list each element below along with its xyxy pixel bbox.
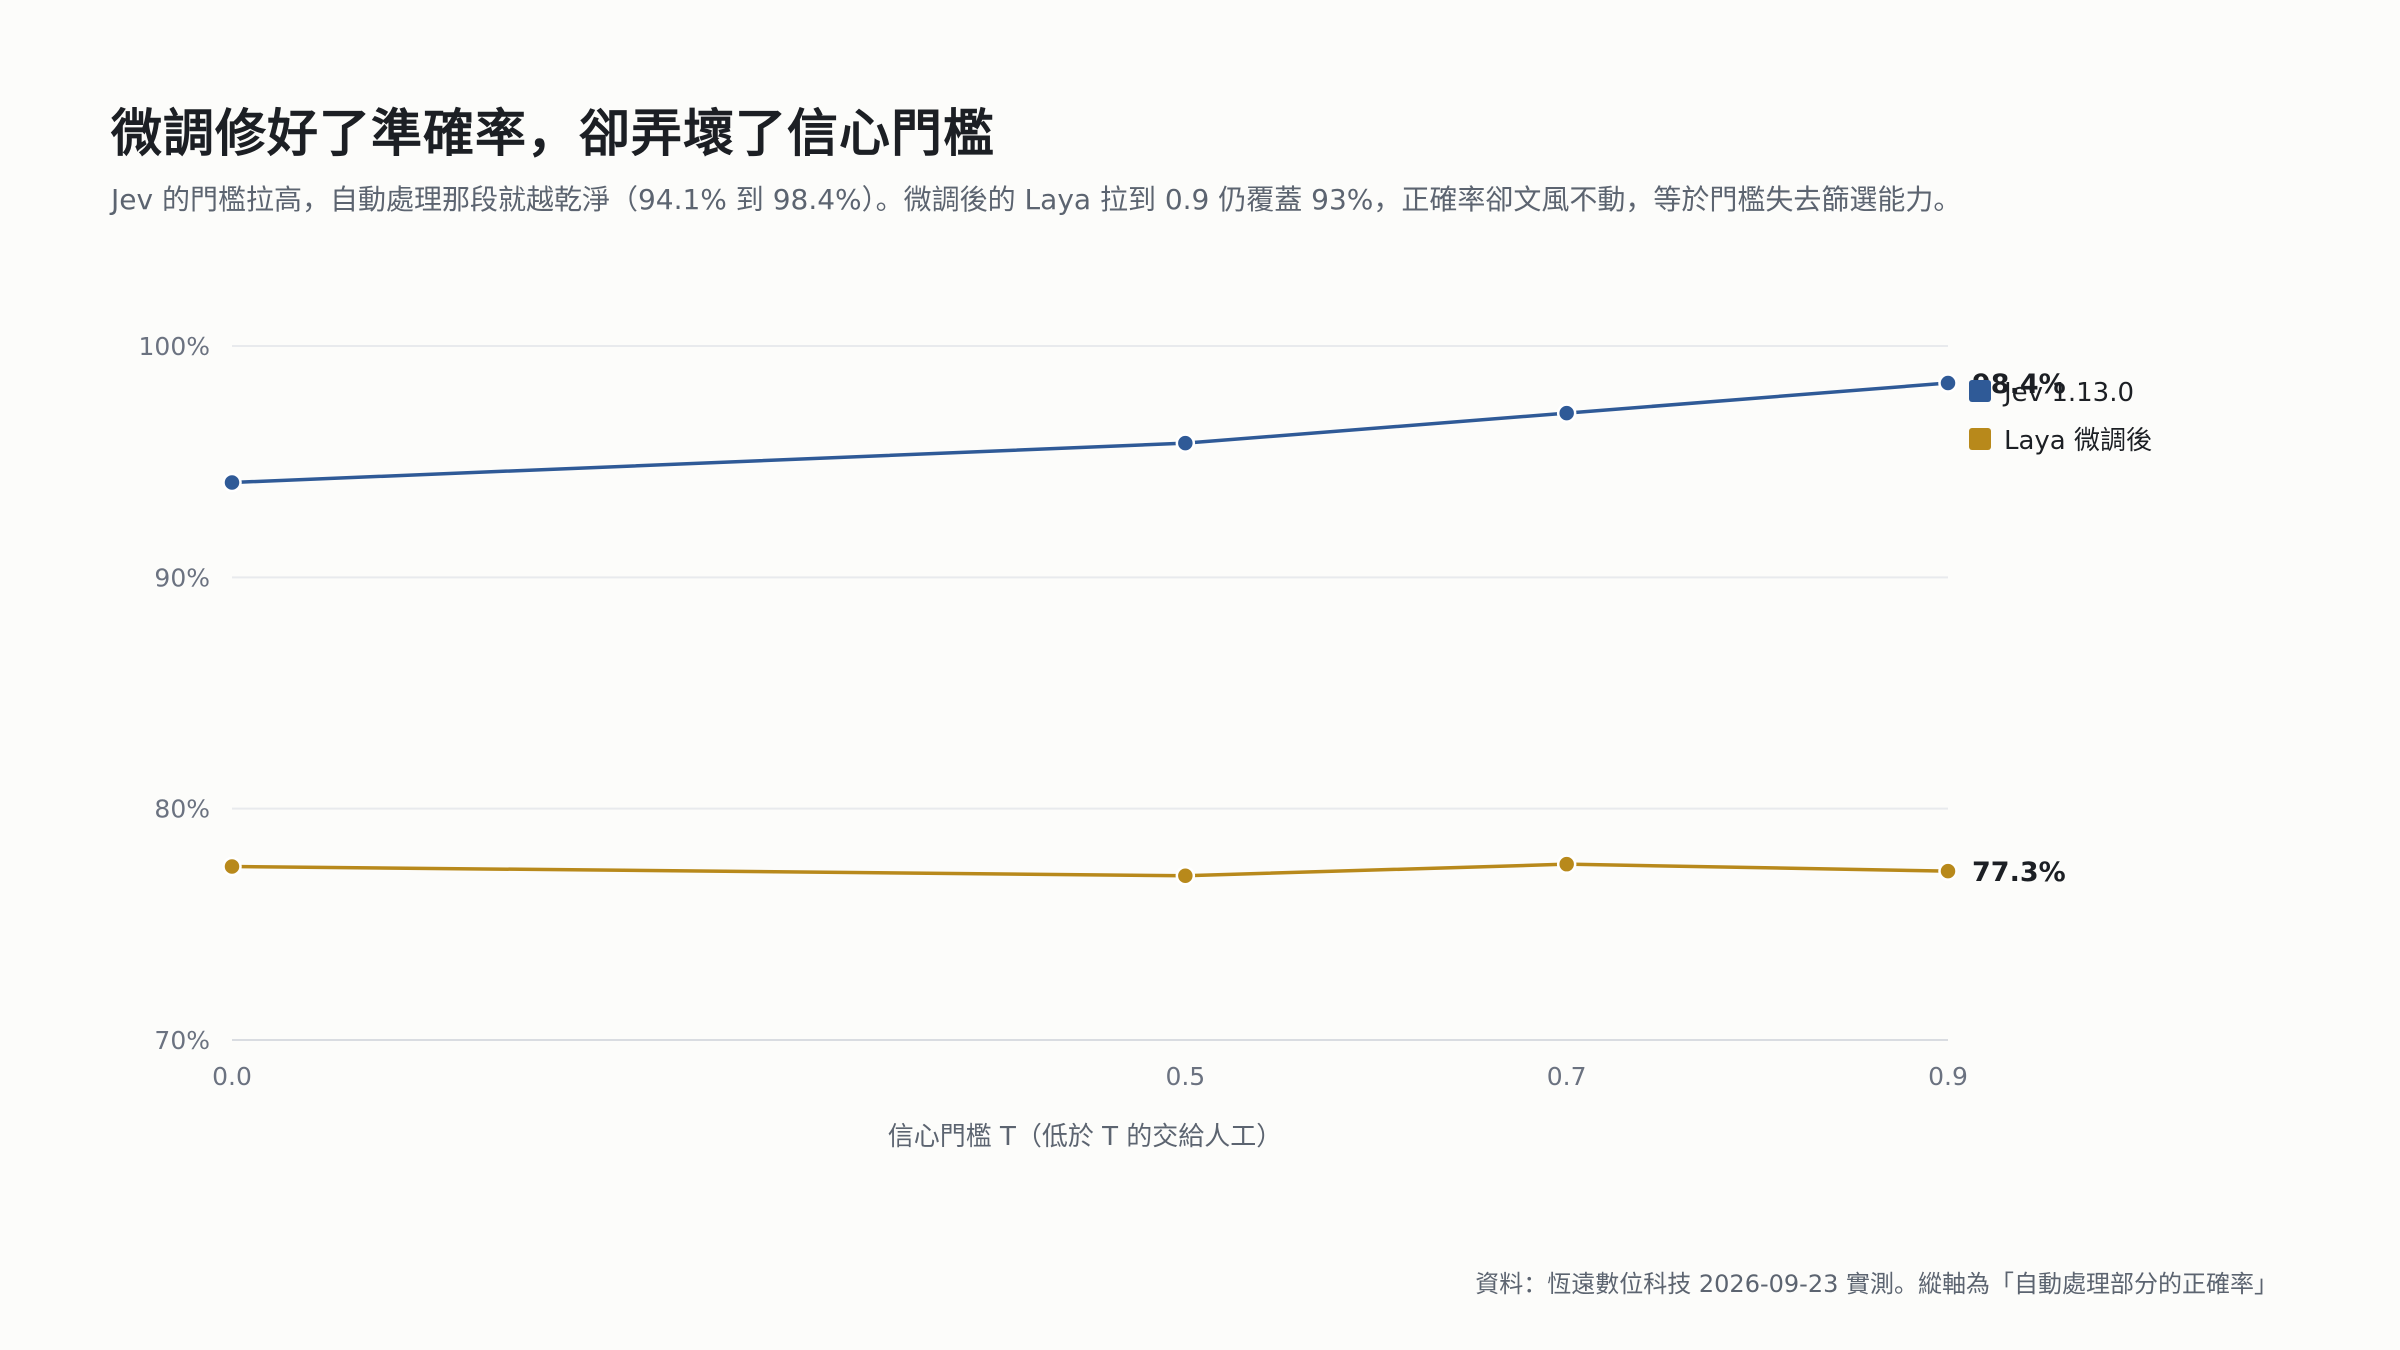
legend-swatch: [1969, 380, 1991, 402]
legend-label: Laya 微調後: [2004, 426, 2152, 456]
data-point: [1938, 861, 1958, 881]
legend: Jev 1.13.0 Laya 微調後: [1969, 378, 2152, 456]
data-point: [1175, 433, 1196, 453]
chart-subtitle: Jev 的門檻拉高，自動處理那段就越乾淨（94.1% 到 98.4%）。微調後的…: [111, 183, 1962, 216]
x-axis-ticks: 0.0 0.5 0.7 0.9: [212, 1062, 1968, 1091]
series-lines: 98.4%77.3%: [222, 369, 2066, 888]
y-tick-label: 80%: [154, 795, 210, 824]
data-point: [222, 472, 242, 493]
y-tick-label: 90%: [154, 563, 210, 592]
y-tick-label: 70%: [154, 1026, 210, 1055]
series-line-2: [230, 862, 1950, 878]
data-point: [1556, 403, 1577, 423]
y-tick-label: 100%: [139, 332, 210, 361]
x-axis-title: 信心門檻 T（低於 T 的交給人工）: [888, 1122, 1283, 1152]
data-point: [1556, 854, 1577, 874]
legend-label: Jev 1.13.0: [2002, 378, 2134, 408]
chart-title: 微調修好了準確率，卻弄壞了信心門檻: [111, 105, 996, 164]
x-tick-label: 0.7: [1547, 1062, 1587, 1091]
gridlines: [232, 345, 1948, 1041]
footnote: 資料：恆遠數位科技 2026-09-23 實測。縱軸為「自動處理部分的正確率」: [1475, 1270, 2278, 1298]
y-axis-ticks: 70% 80% 90% 100%: [139, 332, 210, 1055]
legend-swatch: [1969, 428, 1991, 450]
data-point: [1175, 866, 1196, 886]
x-tick-label: 0.9: [1928, 1062, 1968, 1091]
data-point: [222, 856, 242, 877]
x-tick-label: 0.5: [1165, 1062, 1205, 1091]
data-point: [1938, 373, 1958, 393]
series-line-1: [230, 381, 1950, 485]
x-tick-label: 0.0: [212, 1062, 252, 1091]
end-value-label: 77.3%: [1972, 857, 2066, 888]
